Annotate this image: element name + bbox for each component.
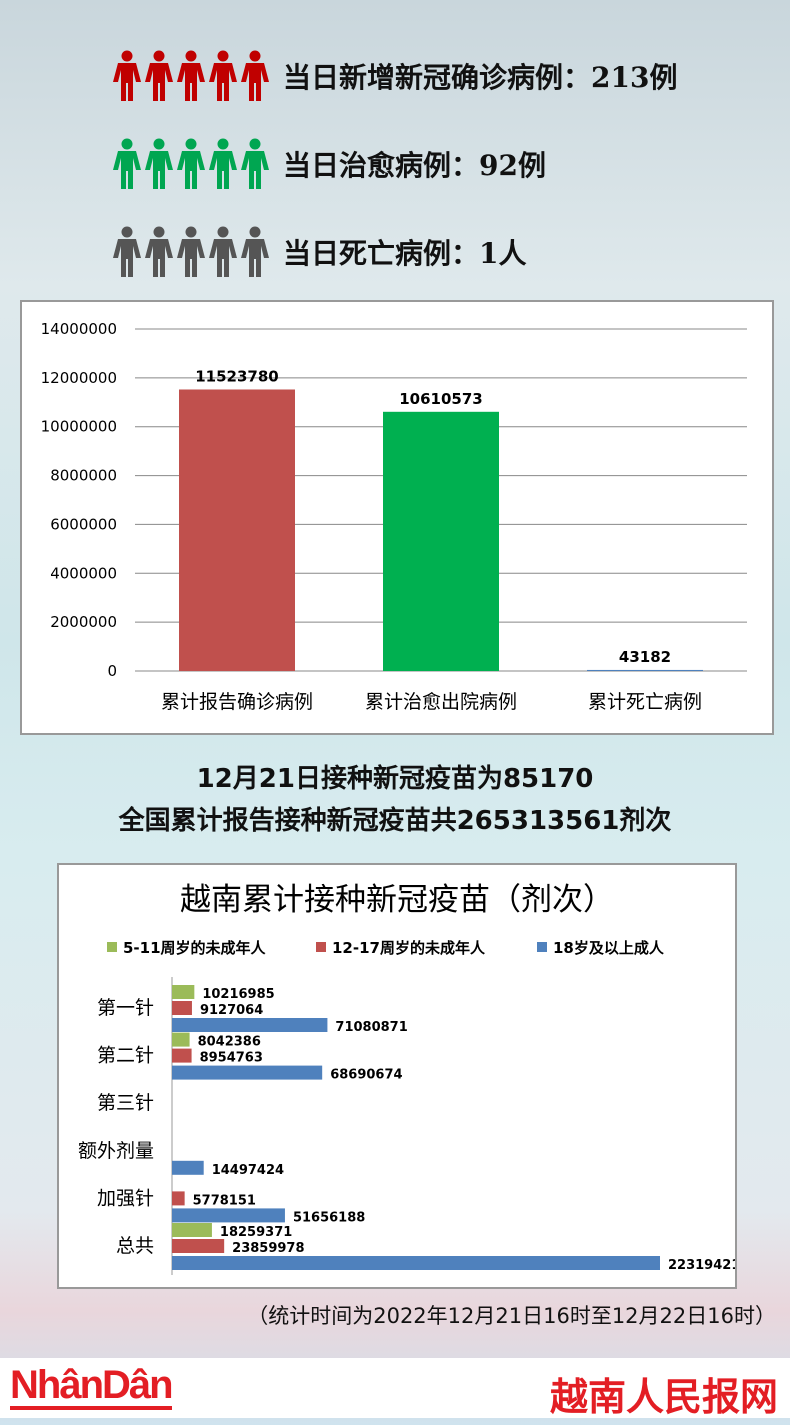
stat-label: 当日死亡病例：1人 (283, 237, 527, 270)
stat-label: 当日治愈病例：92例 (283, 149, 546, 182)
bar (172, 1001, 192, 1015)
bar (172, 1191, 185, 1206)
nhandan-logo[interactable]: NhânDân (10, 1364, 174, 1410)
legend-swatch (537, 942, 547, 952)
bar (172, 1239, 225, 1253)
bar (587, 669, 703, 671)
stat-row: 当日新增新冠确诊病例：213例 (112, 46, 677, 106)
bar (172, 1018, 328, 1032)
data-label: 71080871 (335, 1020, 407, 1035)
data-label: 223194212 (668, 1258, 735, 1273)
person-icon (209, 138, 237, 189)
y-tick-label: 14000000 (41, 320, 117, 338)
y-tick-label: 4000000 (50, 564, 117, 582)
data-label: 8954763 (200, 1051, 263, 1066)
people-icons (112, 138, 277, 190)
data-label: 9127064 (200, 1003, 263, 1018)
person-icon (177, 226, 205, 277)
bar (172, 1065, 323, 1080)
person-icon (241, 50, 269, 101)
category-label: 额外剂量 (78, 1140, 154, 1162)
bar (383, 411, 499, 671)
bar (172, 1208, 285, 1223)
bar (172, 1160, 204, 1175)
category-label: 加强针 (97, 1187, 154, 1209)
vaccine-total: 全国累计报告接种新冠疫苗共265313561剂次 (118, 806, 672, 836)
person-icon (241, 226, 269, 277)
data-label: 23859978 (232, 1241, 304, 1256)
person-icon (113, 138, 141, 189)
data-label: 11523780 (195, 367, 279, 385)
y-tick-label: 12000000 (41, 369, 117, 387)
person-icon (113, 50, 141, 101)
data-label: 43182 (619, 648, 671, 666)
category-label: 第二针 (97, 1045, 154, 1067)
people-icons (112, 50, 277, 102)
y-tick-label: 8000000 (50, 467, 117, 485)
vaccine-daily: 12月21日接种新冠疫苗为85170 (196, 764, 594, 794)
x-tick-label: 累计治愈出院病例 (365, 691, 517, 713)
bar (172, 985, 195, 999)
data-label: 51656188 (293, 1210, 365, 1225)
data-label: 8042386 (198, 1035, 261, 1050)
y-tick-label: 6000000 (50, 515, 117, 533)
column-chart: 0 2000000 4000000 6000000 8000000 10000000 120… (20, 300, 774, 735)
legend-label: 12-17周岁的未成年人 (332, 939, 486, 957)
data-label: 68690674 (330, 1068, 402, 1083)
person-icon (209, 50, 237, 101)
y-tick-label: 0 (107, 662, 117, 680)
category-label: 第三针 (97, 1092, 154, 1114)
data-label: 10610573 (399, 390, 483, 408)
stat-time-note: （统计时间为2022年12月21日16时至12月22日16时） (247, 1304, 776, 1328)
site-name[interactable]: 越南人民报网 (549, 1375, 778, 1419)
person-icon (241, 138, 269, 189)
data-label: 5778151 (193, 1193, 256, 1208)
bar (172, 1032, 190, 1047)
legend-label: 18岁及以上成人 (553, 939, 665, 957)
y-tick-label: 10000000 (41, 418, 117, 436)
person-icon (113, 226, 141, 277)
bar (179, 389, 295, 671)
footer: NhânDân 越南人民报网 (0, 1358, 790, 1419)
stat-row: 当日死亡病例：1人 (112, 222, 526, 282)
chart-title: 越南累计接种新冠疫苗（剂次） (180, 882, 614, 918)
bar (172, 1048, 192, 1063)
x-tick-label: 累计死亡病例 (588, 691, 702, 713)
person-icon (145, 226, 173, 277)
people-icons (112, 226, 277, 278)
vaccine-chart: 越南累计接种新冠疫苗（剂次） 5-11周岁的未成年人 12-17周岁的未成年人 18岁… (57, 863, 749, 1289)
person-icon (145, 50, 173, 101)
data-label: 18259371 (220, 1225, 292, 1240)
stat-label: 当日新增新冠确诊病例：213例 (283, 61, 678, 94)
stat-row: 当日治愈病例：92例 (112, 134, 546, 194)
data-label: 14497424 (212, 1163, 284, 1178)
person-icon (177, 138, 205, 189)
legend-label: 5-11周岁的未成年人 (123, 939, 267, 957)
bar (172, 1223, 212, 1237)
category-label: 第一针 (97, 997, 154, 1019)
person-icon (209, 226, 237, 277)
x-tick-label: 累计报告确诊病例 (161, 691, 313, 713)
legend-swatch (316, 942, 326, 952)
y-tick-label: 2000000 (50, 613, 117, 631)
person-icon (145, 138, 173, 189)
bar (172, 1256, 660, 1270)
person-icon (177, 50, 205, 101)
category-label: 总共 (116, 1235, 154, 1257)
data-label: 10216985 (202, 987, 274, 1002)
legend-swatch (107, 942, 117, 952)
